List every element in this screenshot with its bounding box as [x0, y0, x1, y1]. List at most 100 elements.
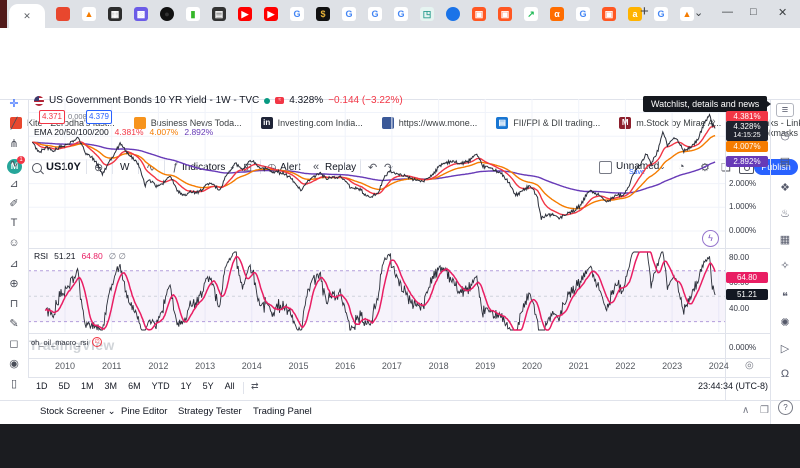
left-tool-remove-all-tool[interactable]: ▯: [10, 378, 18, 390]
new-tab-button[interactable]: +: [640, 3, 649, 20]
year-label[interactable]: 2015: [288, 361, 309, 371]
alert-button[interactable]: Alert: [280, 162, 301, 173]
indicators-icon[interactable]: ƒ: [172, 161, 179, 173]
pane-divider[interactable]: [28, 248, 770, 249]
rsi-pane[interactable]: [28, 250, 725, 332]
tab-search-icon[interactable]: ⌄: [694, 7, 704, 19]
bookmark-item[interactable]: in Investing.com India...: [260, 117, 363, 129]
left-tool-pattern-tool[interactable]: ∿: [9, 158, 19, 170]
year-label[interactable]: 2019: [475, 361, 496, 371]
bookmarks-overflow-icon[interactable]: »: [710, 116, 716, 127]
left-tool-lock-all-tool[interactable]: ◻: [9, 338, 19, 350]
range-3M[interactable]: 3M: [104, 381, 118, 391]
pinned-tab-finance-black[interactable]: $: [316, 7, 330, 21]
quick-search-icon[interactable]: ◔: [678, 161, 685, 173]
left-tool-drawing-lock-tool[interactable]: ✎: [9, 318, 19, 330]
left-tool-text-tool[interactable]: T: [10, 217, 18, 229]
year-label[interactable]: 2017: [381, 361, 402, 371]
left-tool-prediction-tool[interactable]: ⊿: [9, 178, 19, 190]
pinned-tab-varsity-2[interactable]: ▲: [680, 7, 694, 21]
year-label[interactable]: 2023: [662, 361, 683, 371]
symbol-search-input[interactable]: US10Y: [46, 161, 81, 173]
range-1D[interactable]: 1D: [36, 381, 48, 391]
right-rail-watchlist-icon[interactable]: ≡: [770, 103, 800, 117]
rsi-legend[interactable]: RSI 51.21 64.80 ∅ ∅: [34, 251, 126, 262]
pinned-tab-varsity[interactable]: ▲: [82, 7, 96, 21]
pinned-tab-google-1[interactable]: G: [290, 7, 304, 21]
year-label[interactable]: 2016: [335, 361, 356, 371]
year-label[interactable]: 2020: [521, 361, 543, 371]
help-button[interactable]: ?: [778, 400, 793, 415]
pinned-tab-google-5[interactable]: G: [576, 7, 590, 21]
pinned-tab-black-circle-app[interactable]: ●: [160, 7, 174, 21]
year-label[interactable]: 2014: [241, 361, 262, 371]
pinned-tab-google-6[interactable]: G: [654, 7, 668, 21]
year-label[interactable]: 2022: [615, 361, 636, 371]
symbol-search-icon[interactable]: [32, 163, 42, 173]
pinned-tab-orange-3[interactable]: ▣: [602, 7, 616, 21]
pinned-tab-google-4[interactable]: G: [394, 7, 408, 21]
range-1M[interactable]: 1M: [81, 381, 94, 391]
range-1Y[interactable]: 1Y: [180, 381, 192, 391]
pinned-tab-alpha-app[interactable]: α: [550, 7, 564, 21]
pinned-tab-purple-app[interactable]: ▩: [134, 7, 148, 21]
pinned-tab-green-bars[interactable]: ▮: [186, 7, 200, 21]
left-tool-brush-tool[interactable]: ✐: [9, 198, 19, 210]
pinned-tab-blue-circle-app[interactable]: [446, 7, 460, 21]
right-rail-calendar-icon[interactable]: ▦: [770, 233, 800, 246]
left-tool-trend-line-tool[interactable]: ╱: [10, 118, 18, 130]
bookmark-item[interactable]: https://www.mone...: [381, 117, 477, 129]
right-rail-notifications-bell-icon[interactable]: Ω: [770, 368, 800, 380]
range-YTD[interactable]: YTD: [151, 381, 170, 391]
bookmark-item[interactable]: ▤ FII/FPI & DII trading...: [496, 117, 600, 129]
pinned-tab-google-3[interactable]: G: [368, 7, 382, 21]
ask-price-box[interactable]: 4.379: [86, 110, 112, 124]
maximize-panel-icon[interactable]: ❐: [760, 405, 769, 416]
sub-pane-legend[interactable]: oh_oil_macro_rsi ∅: [31, 337, 103, 347]
collapse-panel-icon[interactable]: ∧: [742, 405, 750, 416]
range-6M[interactable]: 6M: [128, 381, 141, 391]
year-label[interactable]: 2024: [708, 361, 729, 371]
indicators-button[interactable]: Indicators: [182, 162, 226, 173]
bookmark-item[interactable]: Kite - Zerodha's fast...: [10, 117, 115, 129]
close-button[interactable]: ✕: [778, 7, 788, 19]
pinned-tab-orange-1[interactable]: ▣: [472, 7, 486, 21]
right-rail-object-tree-icon[interactable]: ❖: [770, 181, 800, 194]
replay-button[interactable]: Replay: [325, 162, 357, 173]
save-button[interactable]: Save: [629, 169, 645, 176]
pinned-tab-growth-app[interactable]: ↗: [524, 7, 538, 21]
active-tab[interactable]: ✕: [9, 4, 45, 28]
pinned-tab-youtube-2[interactable]: ▶: [264, 7, 278, 21]
undo-icon[interactable]: ↶: [368, 162, 378, 174]
pinned-tab-youtube-1[interactable]: ▶: [238, 7, 252, 21]
right-rail-hotlists-icon[interactable]: ♨: [770, 207, 800, 220]
lightning-trade-icon[interactable]: ϟ: [702, 230, 719, 247]
pinned-tab-google-2[interactable]: G: [342, 7, 356, 21]
left-tool-emoji-tool[interactable]: ☺: [8, 237, 20, 249]
right-rail-minds-icon[interactable]: ✺: [770, 316, 800, 329]
replay-icon[interactable]: «: [313, 161, 320, 173]
footer-tab[interactable]: Stock Screener ⌄: [40, 406, 116, 417]
year-label[interactable]: 2010: [54, 361, 76, 371]
layout-checkbox[interactable]: [599, 161, 612, 174]
left-tool-measure-tool[interactable]: ⊿: [9, 258, 19, 270]
left-tool-zoom-in-tool[interactable]: ⊕: [9, 278, 19, 290]
bookmark-item[interactable]: Business News Toda...: [133, 117, 242, 129]
footer-tab[interactable]: Trading Panel: [253, 406, 312, 417]
minimize-button[interactable]: —: [722, 6, 733, 18]
year-label[interactable]: 2011: [102, 361, 122, 371]
interval-button[interactable]: W: [120, 162, 130, 173]
pinned-tab-kite[interactable]: ▼: [56, 7, 70, 21]
range-5Y[interactable]: 5Y: [202, 381, 214, 391]
pinned-tab-teal-app[interactable]: ◳: [420, 7, 434, 21]
footer-tab[interactable]: Strategy Tester: [178, 406, 242, 417]
year-label[interactable]: 2012: [148, 361, 169, 371]
left-tool-gann-fib-tool[interactable]: ⋔: [9, 138, 19, 150]
redo-icon[interactable]: ↷: [384, 162, 394, 174]
symbol-title[interactable]: US Government Bonds 10 YR Yield - 1W - T…: [49, 95, 260, 106]
year-label[interactable]: 2018: [428, 361, 449, 371]
range-5D[interactable]: 5D: [58, 381, 71, 391]
year-label[interactable]: 2021: [568, 361, 589, 371]
left-tool-crosshair-tool[interactable]: ✛: [9, 98, 19, 110]
symbol-legend[interactable]: US Government Bonds 10 YR Yield - 1W - T…: [34, 95, 403, 106]
